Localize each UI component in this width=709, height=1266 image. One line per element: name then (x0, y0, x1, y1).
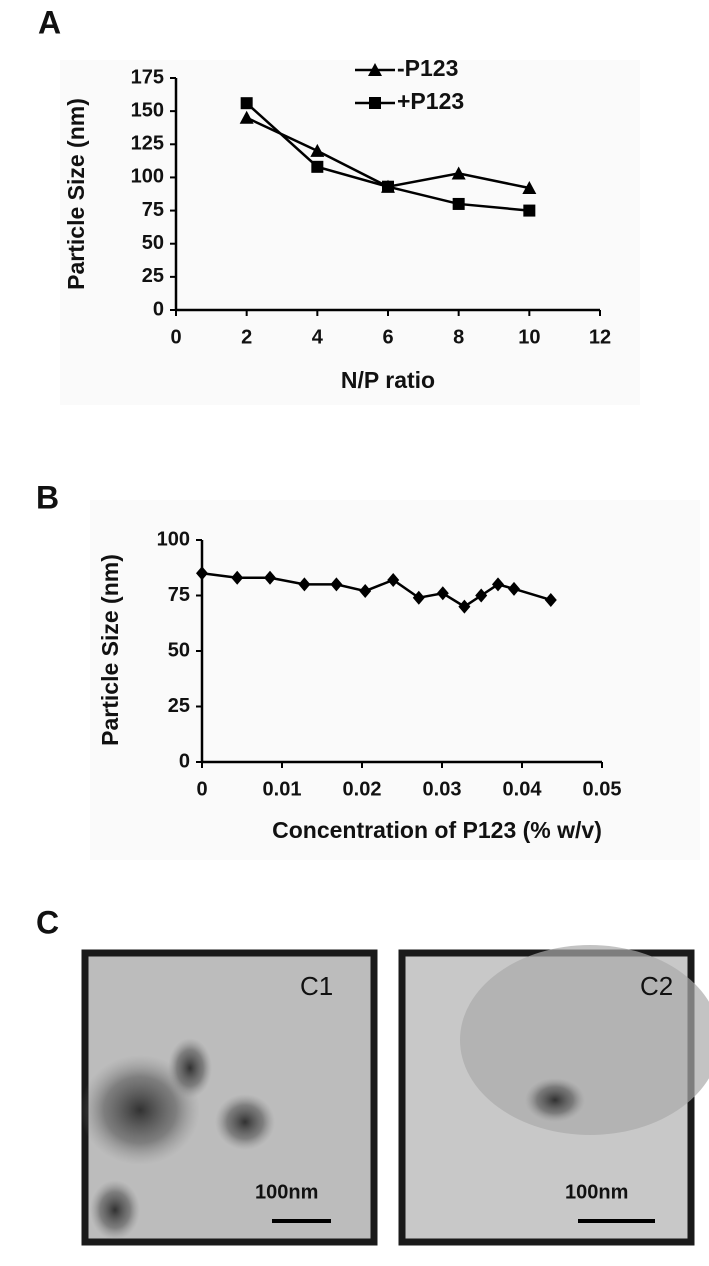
y-tick-label: 50 (168, 639, 190, 661)
x-tick-label: 8 (453, 326, 464, 348)
marker (508, 581, 520, 596)
marker (240, 97, 253, 110)
y-tick-label: 75 (142, 199, 164, 221)
marker (382, 180, 394, 193)
image-label: C1 (300, 971, 333, 1001)
y-tick-label: 25 (168, 695, 190, 717)
panel-a-background (60, 60, 640, 405)
y-tick-label: 150 (131, 99, 164, 121)
marker (330, 577, 343, 592)
marker (310, 143, 325, 157)
marker (231, 570, 244, 585)
x-tick-label: 0 (196, 778, 207, 800)
legend-marker (368, 63, 382, 76)
image-label: C2 (640, 971, 673, 1001)
panel-label: C (36, 904, 59, 940)
x-tick-label: 6 (382, 326, 393, 348)
x-tick-label: 12 (589, 326, 611, 348)
y-tick-label: 175 (131, 66, 164, 88)
marker (196, 566, 208, 581)
marker (475, 588, 488, 603)
y-tick-label: 0 (153, 298, 164, 320)
film-region (460, 945, 709, 1135)
y-tick-label: 25 (142, 265, 164, 287)
marker (492, 577, 504, 592)
marker (523, 204, 536, 217)
marker (412, 590, 425, 605)
y-axis-label: Particle Size (nm) (97, 554, 123, 746)
x-tick-label: 0.05 (583, 778, 622, 800)
scale-bar-label: 100nm (255, 1181, 318, 1203)
panel-b-background (90, 500, 700, 860)
particle (90, 1180, 140, 1240)
x-axis-label: Concentration of P123 (% w/v) (272, 817, 602, 843)
y-tick-label: 100 (157, 528, 190, 550)
marker (522, 181, 537, 195)
marker (311, 160, 324, 173)
x-tick-label: 0.04 (503, 778, 543, 800)
y-tick-label: 0 (179, 750, 190, 772)
marker (264, 570, 276, 585)
x-tick-label: 10 (518, 326, 540, 348)
y-tick-label: 75 (168, 584, 190, 606)
x-axis-label: N/P ratio (341, 367, 435, 393)
y-axis-label: Particle Size (nm) (63, 98, 89, 290)
particle (168, 1038, 212, 1098)
marker (451, 166, 466, 180)
legend-marker (369, 97, 381, 109)
x-tick-label: 0.01 (263, 778, 302, 800)
particle (525, 1078, 585, 1122)
marker (452, 197, 465, 210)
y-tick-label: 125 (131, 133, 164, 155)
x-tick-label: 0.03 (423, 778, 462, 800)
particle (80, 1055, 200, 1165)
marker (298, 577, 311, 592)
panel-label: B (36, 479, 59, 515)
particle (215, 1094, 275, 1150)
x-tick-label: 2 (241, 326, 252, 348)
y-tick-label: 50 (142, 232, 164, 254)
marker (436, 586, 449, 601)
x-tick-label: 0.02 (343, 778, 382, 800)
panel-label: A (38, 4, 61, 40)
marker (387, 572, 400, 587)
marker (458, 599, 471, 614)
x-tick-label: 0 (170, 326, 181, 348)
marker (359, 584, 372, 599)
y-tick-label: 100 (131, 166, 164, 188)
marker (239, 110, 254, 124)
legend-label: +P123 (397, 88, 464, 114)
x-tick-label: 4 (312, 326, 324, 348)
scale-bar-label: 100nm (565, 1181, 628, 1203)
marker (544, 592, 557, 607)
legend-label: -P123 (397, 55, 458, 81)
